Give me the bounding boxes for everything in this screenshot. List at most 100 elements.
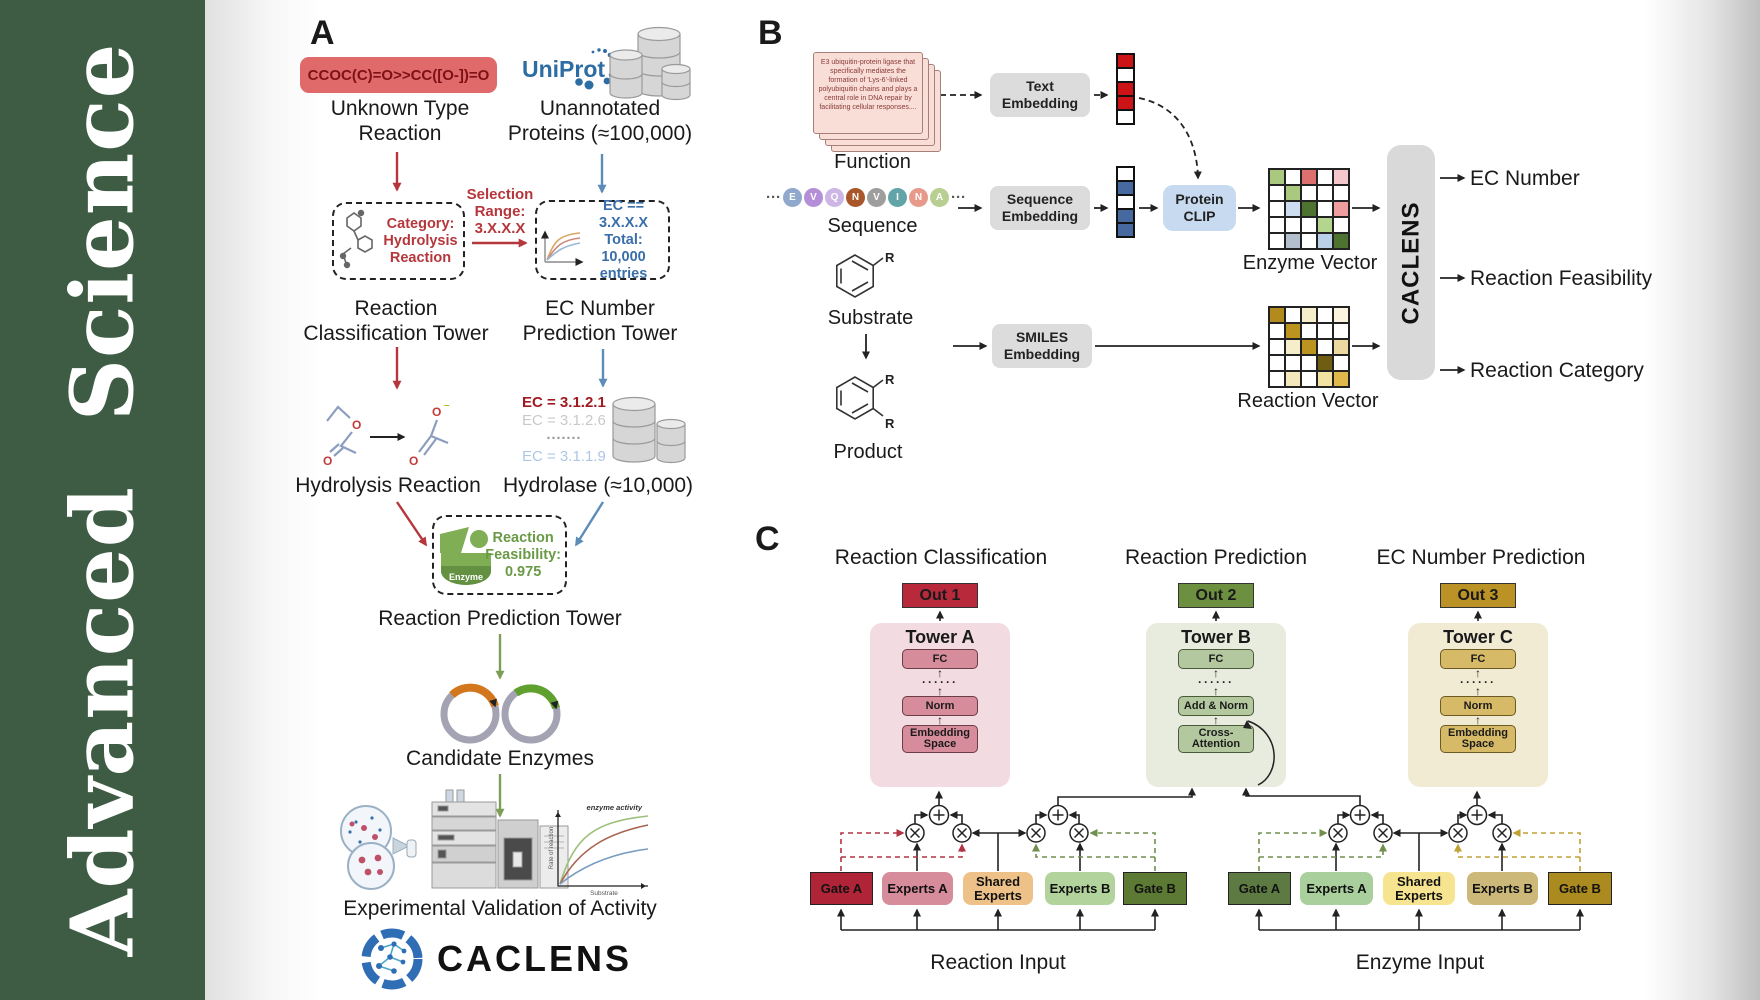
vector-cell: [1285, 371, 1301, 387]
vector-cell: [1317, 201, 1333, 217]
panel-a-arrows: [370, 152, 608, 818]
fc-layer: FC: [902, 649, 978, 669]
graph-ylabel: Rate of reaction: [549, 827, 555, 869]
tower-b: Tower B FC ↑ ······ ↑ Add & Norm ↑ Cross…: [1146, 623, 1286, 787]
vector-cell: [1333, 201, 1349, 217]
up-arrow-icon: ↑: [1213, 684, 1219, 698]
add-icon: [1466, 804, 1488, 826]
multiply-icon: [1069, 823, 1089, 843]
vector-cell: [1317, 355, 1333, 371]
vector-cell: [1333, 185, 1349, 201]
vector-cell: [1333, 323, 1349, 339]
ec-range-dashed-box: EC == 3.X.X.X Total: 10,000 entries: [535, 198, 670, 282]
product-r1-label: R: [885, 372, 895, 387]
text-embedding-vector: [1116, 53, 1135, 125]
enzyme-experts-b: Experts B: [1467, 872, 1538, 905]
prediction-tower-label: Reaction Prediction Tower: [378, 607, 622, 630]
enzyme-shared-experts: Shared Experts: [1383, 872, 1455, 905]
enzyme-blob-icon: Enzyme: [440, 527, 491, 585]
acetate-O2-label: O: [409, 454, 418, 468]
gate-dashed-wires: [840, 829, 1581, 871]
residue-bead: A: [930, 188, 949, 207]
residue-bead: Q: [825, 188, 844, 207]
vector-cell: [1285, 307, 1301, 323]
vector-cell: [1317, 185, 1333, 201]
vector-cell: [1301, 323, 1317, 339]
vector-cell: [1285, 185, 1301, 201]
residue-bead: N: [909, 188, 928, 207]
vector-cell: [1301, 201, 1317, 217]
vector-cell: [1317, 307, 1333, 323]
vector-cell: [1285, 323, 1301, 339]
function-card-front: E3 ubiquitin-protein ligase that specifi…: [813, 52, 923, 134]
molecule-squiggle-icon: [339, 209, 373, 269]
page-spine-shadow: [205, 0, 325, 1000]
acetate-molecule-icon: [418, 419, 449, 456]
unknown-type-label: Unknown Type Reaction: [330, 97, 470, 145]
up-arrow-icon: ↑: [937, 684, 943, 698]
vector-cell: [1301, 169, 1317, 185]
reaction-experts-a: Experts A: [882, 872, 953, 905]
category-dashed-box: Category: Hydrolysis Reaction: [332, 202, 465, 280]
vector-cell: [1269, 339, 1285, 355]
product-molecule-icon: [835, 376, 884, 420]
product-r2-label: R: [885, 416, 895, 431]
graph-xlabel: Substrate: [590, 890, 618, 897]
fc-layer: FC: [1440, 649, 1516, 669]
vector-cell: [1333, 355, 1349, 371]
up-arrow-icon: ↑: [1475, 684, 1481, 698]
acetate-O-label: O: [432, 405, 441, 419]
norm-layer: Norm: [902, 696, 978, 716]
vector-cell: [1333, 169, 1349, 185]
enzyme-input-label: Enzyme Input: [1355, 951, 1485, 974]
tower-a: Tower A FC ↑ ······ ↑ Norm ↑ Embedding S…: [870, 623, 1010, 787]
vector-cell: [1301, 185, 1317, 201]
add-icon: [928, 804, 950, 826]
enzyme-experts-a: Experts A: [1300, 872, 1373, 905]
tower-c: Tower C FC ↑ ······ ↑ Norm ↑ Embedding S…: [1408, 623, 1548, 787]
add-icon: [1349, 804, 1371, 826]
activity-curves-icon: [541, 230, 584, 266]
fc-layer: FC: [1178, 649, 1254, 669]
vector-cell: [1317, 217, 1333, 233]
reaction-experts-b: Experts B: [1045, 872, 1115, 905]
vector-cell: [1333, 217, 1349, 233]
kinetics-graph-icon: enzyme activity Substrate Rate of reacti…: [549, 803, 649, 897]
multiply-icon: [905, 823, 925, 843]
vector-cell: [1269, 185, 1285, 201]
classification-tower-label: Reaction Classification Tower: [303, 297, 489, 345]
ester-O2-label: O: [323, 454, 332, 468]
vector-cell: [1269, 371, 1285, 387]
vector-cell: [1301, 339, 1317, 355]
plasmid-icons: [440, 683, 561, 744]
up-arrow-icon: ↑: [1475, 713, 1481, 727]
text-embedding-box: Text Embedding: [990, 73, 1090, 117]
out-3-box: Out 3: [1440, 583, 1516, 608]
up-arrow-icon: ↑: [1213, 713, 1219, 727]
unannotated-label: Unannotated Proteins (≈100,000): [507, 97, 693, 145]
ec-result-ellipsis: ·······: [546, 430, 582, 447]
hydrolase-label: Hydrolase (≈10,000): [502, 474, 694, 497]
vector-cell: [1269, 201, 1285, 217]
sequence-embedding-vector: [1116, 166, 1135, 238]
ec-result: EC = 3.1.2.6: [522, 412, 606, 429]
up-arrow-icon: ↑: [937, 713, 943, 727]
enzyme-gate-a: Gate A: [1228, 872, 1291, 905]
vector-cell: [1269, 217, 1285, 233]
multiply-add-nodes: [905, 804, 1512, 843]
vector-cell: [1317, 339, 1333, 355]
task-title-reaction-classification: Reaction Classification: [834, 546, 1048, 569]
enzyme-vector-label: Enzyme Vector: [1242, 252, 1378, 274]
residue-bead: N: [846, 188, 865, 207]
vector-cell: [1333, 339, 1349, 355]
vector-cell: [1285, 201, 1301, 217]
ester-O-label: O: [352, 418, 361, 432]
ec-result-list: EC = 3.1.2.1 EC = 3.1.2.6 ······· EC = 3…: [522, 394, 606, 466]
substrate-r-label: R: [885, 250, 895, 265]
up-arrow-icon: ↑: [1213, 666, 1219, 680]
journal-banner: Advanced Science: [0, 0, 205, 1000]
ec-result-top: EC = 3.1.2.1: [522, 394, 606, 411]
vector-cell: [1285, 233, 1301, 249]
feasibility-dashed-box: Reaction Feasibility: 0.975: [432, 515, 567, 595]
